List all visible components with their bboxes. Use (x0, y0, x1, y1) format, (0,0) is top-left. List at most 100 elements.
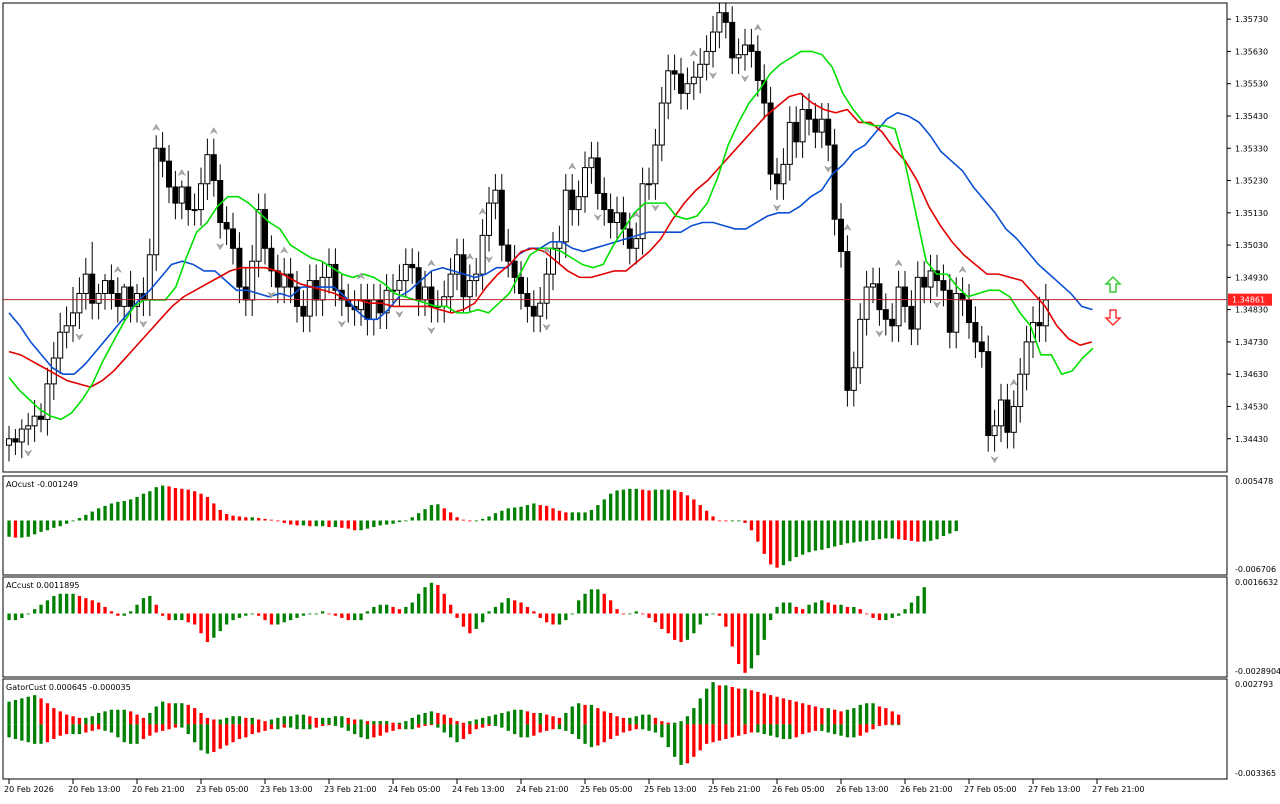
ao-bar (321, 520, 325, 527)
gator-upper-bar (532, 712, 536, 725)
ao-y-max: 0.005478 (1235, 477, 1273, 486)
ao-bar (935, 520, 939, 540)
fractal-up-icon (356, 272, 366, 280)
candle-bear (511, 260, 518, 278)
candle-bull (319, 276, 326, 301)
ao-bar (397, 520, 402, 523)
candle-bear (748, 44, 755, 52)
fractal-down-icon (651, 204, 660, 212)
x-tick-label: 20 Feb 21:00 (132, 785, 184, 794)
gator-lower-bar (653, 724, 658, 733)
gator-upper-bar (602, 711, 606, 725)
gator-lower-bar (493, 724, 498, 726)
gator-lower-bar (33, 724, 37, 744)
gator-lower-bar (756, 724, 760, 733)
alligator-jaw-line (8, 111, 1093, 375)
gator-upper-bar (711, 682, 715, 725)
ao-bar (231, 515, 235, 521)
ao-bar (7, 520, 11, 537)
ao-bar (775, 520, 779, 568)
ac-bar (13, 613, 18, 621)
gator-upper-bar (39, 698, 43, 725)
gator-upper-bar (890, 711, 894, 725)
gator-upper-bar (71, 716, 75, 725)
candle-bear (946, 289, 953, 333)
gator-lower-bar (449, 724, 453, 738)
gator-lower-bar (609, 724, 613, 739)
gator-upper-bar (538, 712, 542, 725)
candle-bull (543, 273, 550, 304)
gator-upper-bar (391, 722, 395, 725)
candle-bull (18, 428, 25, 443)
gator-upper-bar (461, 722, 466, 725)
ao-bar (378, 520, 382, 526)
gator-lower-bar (161, 724, 165, 731)
gator-lower-bar (45, 724, 50, 743)
gator-lower-bar (109, 724, 114, 733)
candle-bear (729, 21, 736, 59)
gator-lower-bar (506, 724, 510, 731)
gator-lower-bar (628, 724, 632, 731)
gator-lower-bar (801, 724, 805, 735)
ac-bar (404, 606, 408, 614)
gator-upper-bar (90, 716, 94, 725)
y-tick-label: 1.35030 (1235, 241, 1268, 250)
candle-bull (742, 44, 748, 56)
gator-lower-bar (276, 724, 280, 730)
ac-bar (545, 613, 549, 623)
gator-upper-bar (455, 721, 459, 725)
candle-bear (921, 276, 928, 288)
gator-upper-bar (20, 698, 24, 725)
gator-lower-bar (333, 724, 338, 726)
ao-bar (45, 520, 50, 531)
ac-bar (231, 613, 235, 621)
candle-bull (146, 254, 153, 301)
ac-bar (717, 613, 722, 616)
ac-bar (769, 613, 773, 621)
fractal-up-icon (729, 0, 736, 1)
fractal-up-icon (1009, 378, 1018, 387)
ac-bar (666, 613, 670, 634)
candle-bull (95, 293, 102, 304)
candle-bear (774, 173, 780, 185)
ac-bar (199, 613, 203, 634)
ao-bar (141, 493, 146, 521)
gator-lower-bar (308, 724, 312, 730)
ac-bar (858, 609, 862, 614)
signal-down-arrow-icon (1104, 309, 1122, 327)
ao-bar (743, 520, 747, 523)
ac-bar (212, 613, 216, 638)
ac-bar (218, 613, 222, 632)
ac-bar (621, 613, 626, 615)
candle-bear (1004, 399, 1011, 433)
candle-bull (50, 357, 57, 385)
gator-upper-bar (353, 719, 357, 725)
candle-bull (703, 50, 710, 65)
candle-bear (313, 280, 320, 301)
gator-lower-bar (154, 724, 158, 733)
x-tick-label: 26 Feb 13:00 (836, 785, 888, 794)
gator-lower-bar (391, 724, 395, 731)
ac-bar (557, 613, 562, 625)
gator-upper-bar (865, 703, 869, 725)
ac-bar (90, 600, 94, 614)
gator-lower-bar (839, 724, 843, 736)
candle-bear (831, 144, 838, 220)
gator-upper-bar (167, 703, 171, 725)
gator-lower-bar (717, 724, 722, 741)
gator-upper-bar (13, 699, 18, 725)
x-tick-label: 23 Feb 05:00 (196, 785, 248, 794)
candle-bull (1017, 373, 1024, 407)
candle-bull (153, 147, 160, 256)
candle-bull (914, 276, 921, 330)
ac-bar (20, 613, 24, 618)
ao-bar (173, 488, 178, 521)
ac-bar (353, 613, 357, 621)
gator-lower-bar (500, 724, 504, 728)
ac-bar (692, 613, 696, 634)
gator-upper-bar (116, 709, 120, 725)
candle-bear (569, 189, 576, 211)
x-tick-label: 26 Feb 21:00 (900, 785, 952, 794)
ac-bar (237, 613, 242, 618)
